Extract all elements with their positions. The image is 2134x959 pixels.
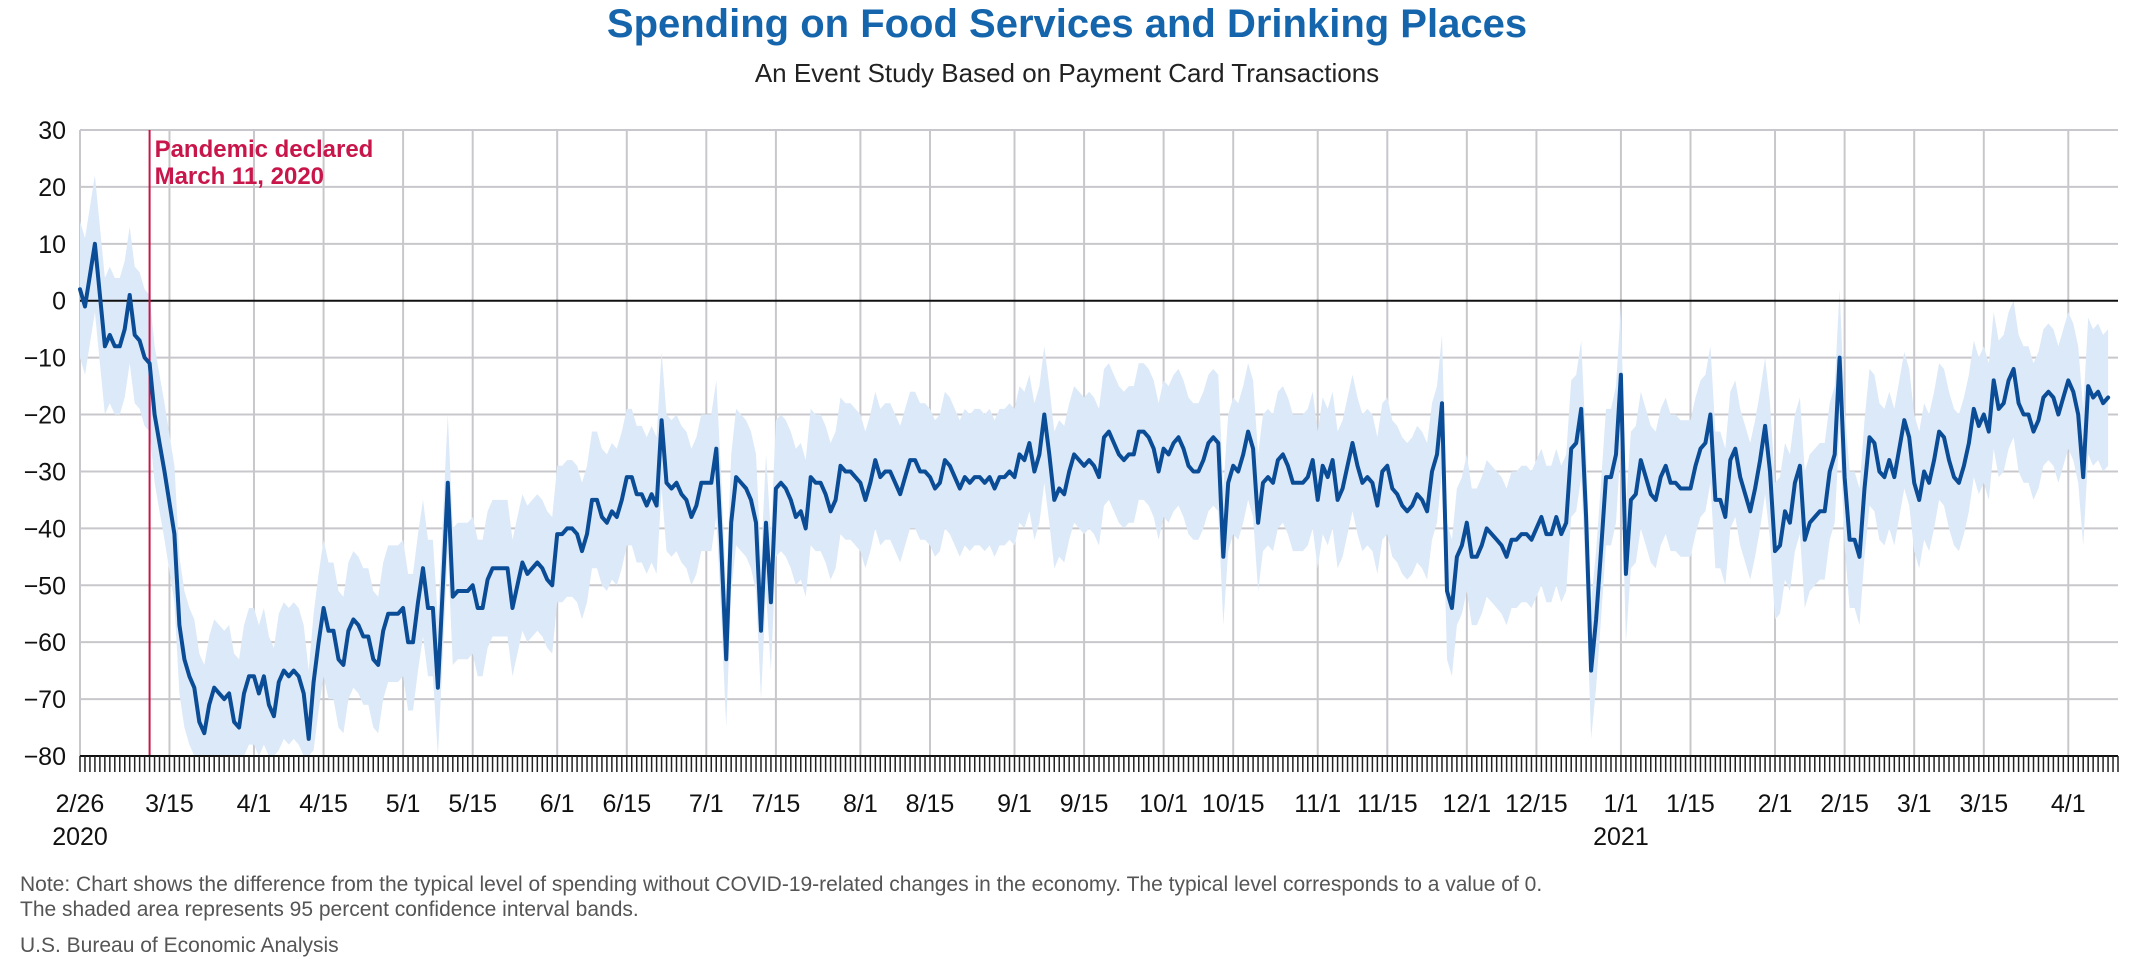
chart-subtitle: An Event Study Based on Payment Card Tra…	[754, 58, 1380, 88]
x-tick-label: 11/1	[1294, 790, 1341, 818]
x-tick-label: 10/15	[1202, 790, 1265, 818]
y-tick-label: −10	[24, 345, 66, 373]
y-tick-label: −80	[24, 743, 66, 771]
x-tick-label: 1/15	[1666, 790, 1715, 818]
y-tick-label: −40	[24, 515, 66, 543]
chart-title: Spending on Food Services and Drinking P…	[606, 2, 1528, 46]
x-tick-label: 5/1	[386, 790, 421, 818]
x-tick-label: 3/1	[1897, 790, 1932, 818]
x-tick-label: 4/1	[2051, 790, 2086, 818]
x-minor-ticks	[79, 756, 2119, 772]
x-tick-label: 6/1	[540, 790, 575, 818]
y-tick-label: 20	[38, 174, 66, 202]
y-tick-label: −50	[24, 572, 66, 600]
plot-area: 30 20 10 0 −10 −20 −30 −40 −50 −60 −70 −80 Pandemic …	[24, 117, 2119, 851]
x-tick-label: 2/26	[56, 790, 105, 818]
x-tick-label: 8/15	[906, 790, 955, 818]
chart-note-line-2: The shaded area represents 95 percent co…	[20, 898, 639, 921]
y-tick-label: 0	[52, 288, 66, 316]
spending-series-line	[78, 241, 2111, 741]
x-tick-label: 3/15	[145, 790, 194, 818]
x-tick-label: 7/1	[689, 790, 724, 818]
x-tick-label: 1/1	[1604, 790, 1639, 818]
x-tick-label: 10/1	[1139, 790, 1188, 818]
x-tick-label: 8/1	[843, 790, 878, 818]
x-tick-label: 3/15	[1959, 790, 2008, 818]
x-tick-label: 11/15	[1357, 790, 1418, 818]
x-tick-label: 9/1	[997, 790, 1032, 818]
y-tick-label: 30	[38, 117, 66, 145]
x-tick-label: 7/15	[752, 790, 801, 818]
y-tick-label: −20	[24, 402, 66, 430]
x-tick-label: 2/1	[1758, 790, 1793, 818]
x-tick-label: 12/15	[1505, 790, 1568, 818]
x-tick-label: 5/15	[448, 790, 497, 818]
chart-note-line-1: Note: Chart shows the difference from th…	[20, 873, 1543, 896]
x-tick-label: 4/15	[299, 790, 348, 818]
pandemic-annotation-label: March 11, 2020	[155, 163, 324, 190]
x-tick-label: 2/15	[1820, 790, 1869, 818]
x-tick-label: 4/1	[237, 790, 272, 818]
pandemic-annotation-label: Pandemic declared	[155, 136, 374, 163]
x-tick-label: 6/15	[602, 790, 651, 818]
x-tick-label: 12/1	[1442, 790, 1491, 818]
y-tick-label: −70	[24, 686, 66, 714]
y-tick-label: −30	[24, 458, 66, 486]
x-tick-label: 9/15	[1060, 790, 1109, 818]
x-tick-year-label: 2021	[1593, 823, 1649, 851]
y-tick-label: 10	[38, 231, 66, 259]
y-tick-label: −60	[24, 629, 66, 657]
x-tick-year-label: 2020	[52, 823, 108, 851]
source-credit: U.S. Bureau of Economic Analysis	[20, 934, 339, 957]
